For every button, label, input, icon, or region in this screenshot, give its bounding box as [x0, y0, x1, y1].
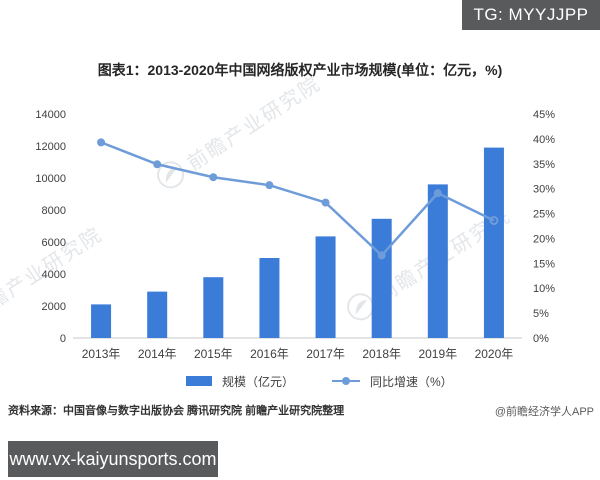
y-axis-tick-label: 8000: [42, 205, 66, 217]
pct-axis-tick-label: 45%: [533, 109, 555, 121]
pct-axis-tick-label: 30%: [533, 184, 555, 196]
x-axis-tick-label: 2019年: [418, 347, 457, 361]
y-axis-tick-label: 0: [60, 333, 66, 345]
line-marker-2017年: [321, 198, 330, 207]
x-axis-tick-label: 2015年: [194, 347, 233, 361]
bar-2013年: [91, 304, 112, 338]
x-axis-tick-label: 2017年: [306, 347, 345, 361]
legend-bar-swatch: [186, 376, 212, 386]
y-axis-tick-label: 6000: [42, 237, 66, 249]
line-marker-2020年: [489, 216, 499, 226]
x-axis-tick-label: 2014年: [138, 347, 177, 361]
line-marker-2016年: [265, 181, 274, 190]
legend-bar-label: 规模（亿元）: [222, 374, 295, 389]
x-axis-tick-label: 2018年: [362, 347, 401, 361]
bar-2020年: [483, 147, 504, 338]
x-axis-tick-label: 2016年: [250, 347, 289, 361]
legend-line-label: 同比增速（%）: [370, 374, 453, 389]
pct-axis-tick-label: 5%: [533, 308, 549, 320]
tg-badge-label: TG: MYYJJPP: [473, 5, 589, 24]
tg-badge: TG: MYYJJPP: [462, 0, 600, 30]
pct-axis-tick-label: 25%: [533, 209, 555, 221]
x-axis-tick-label: 2020年: [475, 347, 514, 361]
chart-title: 图表1：2013-2020年中国网络版权产业市场规模(单位：亿元，%): [97, 62, 503, 78]
bar-2019年: [427, 184, 448, 338]
pct-axis-tick-label: 10%: [533, 283, 555, 295]
bar-2018年: [371, 218, 392, 338]
bar-2014年: [147, 291, 168, 338]
line-marker-2019年: [433, 189, 442, 198]
y-axis-tick-label: 14000: [35, 109, 66, 121]
bar-2015年: [203, 277, 224, 338]
pct-axis-tick-label: 40%: [533, 134, 555, 146]
line-marker-2015年: [209, 173, 218, 182]
legend-line-marker: [342, 377, 351, 385]
pct-axis-tick-label: 20%: [533, 233, 555, 245]
x-axis-tick-label: 2013年: [82, 347, 121, 361]
bar-2016年: [259, 258, 280, 338]
line-marker-2014年: [153, 160, 162, 169]
legend-line-swatch: [332, 376, 361, 386]
pct-axis-tick-label: 35%: [533, 159, 555, 171]
line-marker-2013年: [97, 138, 106, 147]
site-badge: www.vx-kaiyunsports.com: [8, 441, 218, 477]
credit-handle: @前瞻经济学人APP: [494, 406, 594, 418]
y-axis-tick-label: 4000: [42, 269, 66, 281]
line-marker-2018年: [377, 251, 386, 260]
pct-axis-tick-label: 0%: [533, 333, 549, 345]
y-axis-tick-label: 12000: [35, 141, 66, 153]
bar-2017年: [315, 236, 336, 338]
source-note: 资料来源：中国音像与数字出版协会 腾讯研究院 前瞻产业研究院整理: [8, 405, 345, 417]
pct-axis-tick-label: 15%: [533, 258, 555, 270]
y-axis-tick-label: 10000: [35, 173, 66, 185]
chart-legend: 规模（亿元） 同比增速（%）: [186, 372, 453, 390]
y-axis-tick-label: 2000: [42, 301, 66, 313]
growth-line: [100, 141, 495, 258]
site-badge-label: www.vx-kaiyunsports.com: [9, 448, 217, 469]
